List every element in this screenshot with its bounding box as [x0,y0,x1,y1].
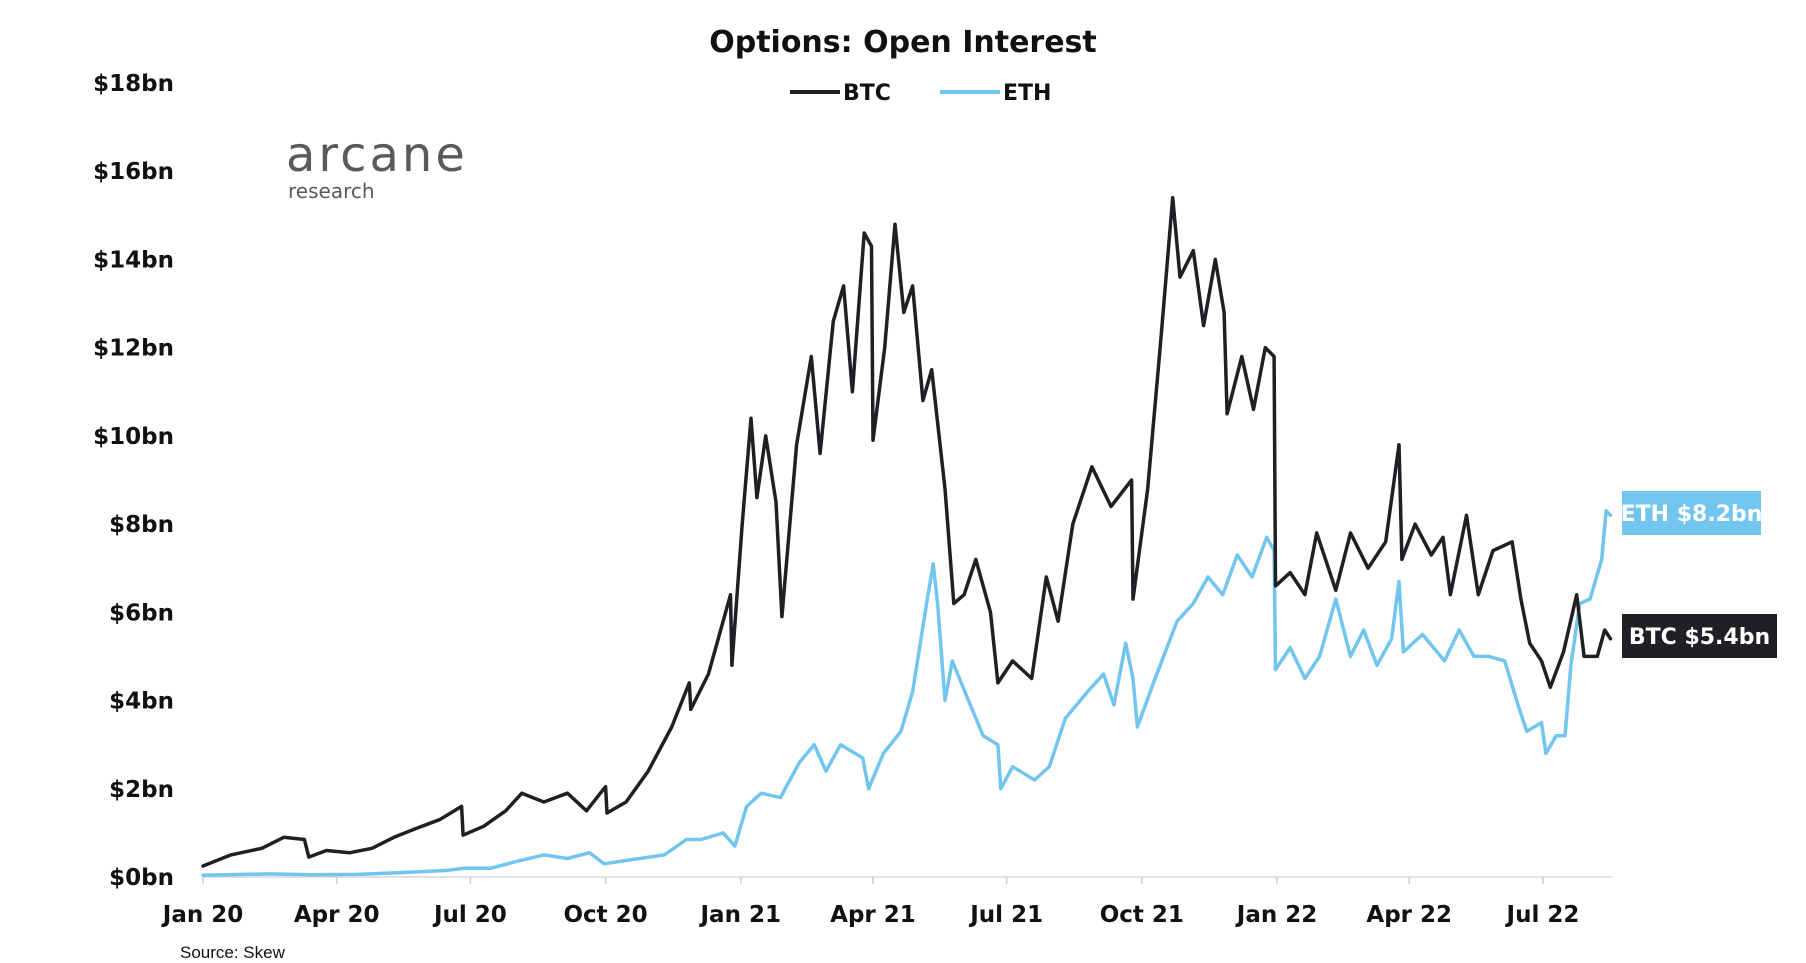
end-label-box-btc [1622,614,1777,658]
y-axis: $0bn $2bn $4bn $6bn $8bn $10bn $12bn $14bn $16bn… [93,71,174,891]
x-tick-label: Jul 22 [1505,902,1580,928]
y-tick-label: $0bn [109,865,174,891]
end-labels: ETH $8.2bn BTC $5.4bn [1621,491,1777,658]
x-tick-label: Jan 21 [699,902,781,928]
end-label-box-eth [1622,491,1761,535]
x-tick-label: Apr 20 [294,902,380,928]
logo-sub-text: research [288,179,375,203]
x-tick-label: Oct 20 [563,902,647,928]
series-line-eth [201,509,1613,877]
source-note: Source: Skew [180,943,286,962]
x-tick-label: Oct 21 [1100,902,1184,928]
x-tick-label: Jan 22 [1235,902,1317,928]
x-axis: Jan 20 Apr 20 Jul 20 Oct 20 Jan 21 Apr 21 Jul … [161,876,1612,928]
y-tick-label: $8bn [109,512,174,538]
x-tick-label: Jul 20 [432,902,507,928]
x-tick-label: Apr 22 [1366,902,1452,928]
y-tick-label: $10bn [93,424,174,450]
legend-btc-label: BTC [843,81,891,106]
legend-eth-label: ETH [1003,81,1051,106]
series-layer [201,195,1613,877]
x-tick-label: Jul 21 [968,902,1043,928]
y-tick-label: $14bn [93,247,174,273]
y-tick-label: $16bn [93,159,174,185]
y-tick-label: $2bn [109,777,174,803]
series-line-btc [201,195,1613,868]
legend: BTC ETH [790,81,1051,106]
x-tick-label: Apr 21 [830,902,916,928]
y-tick-label: $6bn [109,600,174,626]
y-tick-label: $18bn [93,71,174,97]
logo-main-text: arcane [286,127,468,183]
arcane-research-logo: arcane research [286,127,468,203]
x-tick-label: Jan 20 [161,902,243,928]
y-tick-label: $12bn [93,336,174,362]
end-label-eth: ETH $8.2bn [1621,502,1763,527]
chart-title: Options: Open Interest [709,25,1097,60]
end-label-btc: BTC $5.4bn [1629,625,1770,650]
y-tick-label: $4bn [109,689,174,715]
